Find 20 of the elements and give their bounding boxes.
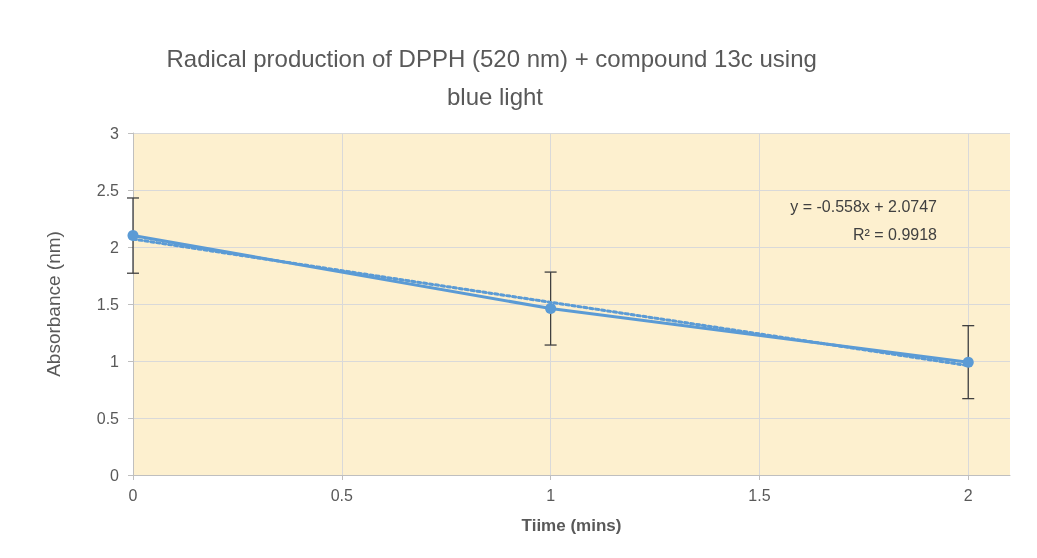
x-tick-label: 0 (128, 486, 138, 504)
annotation: y = -0.558x + 2.0747 (790, 197, 938, 215)
point (962, 356, 974, 368)
point (545, 303, 557, 315)
x-tick-label: 2 (963, 486, 973, 504)
x-tick-label: 1.5 (748, 486, 771, 504)
x-tick-label: 1 (546, 486, 556, 504)
y-tick-label: 2 (110, 238, 120, 256)
y-tick-label: 3 (110, 124, 120, 142)
y-tick-label: 2.5 (96, 181, 120, 199)
y-tick-label: 1.5 (96, 295, 120, 313)
x-tick-label: 0.5 (330, 486, 354, 504)
chart-title: Radical production of DPPH (520 nm) + compound 13c using blue light (166, 44, 824, 110)
y-axis-title: Absorbance (nm) (43, 231, 64, 377)
x-axis-title: Tiime (mins) (521, 516, 622, 535)
annotation: R² = 0.9918 (852, 225, 938, 243)
y-tick-label: 0 (110, 466, 120, 484)
y-tick-label: 0.5 (96, 409, 120, 427)
y-tick-label: 1 (110, 352, 120, 370)
point (127, 230, 139, 242)
